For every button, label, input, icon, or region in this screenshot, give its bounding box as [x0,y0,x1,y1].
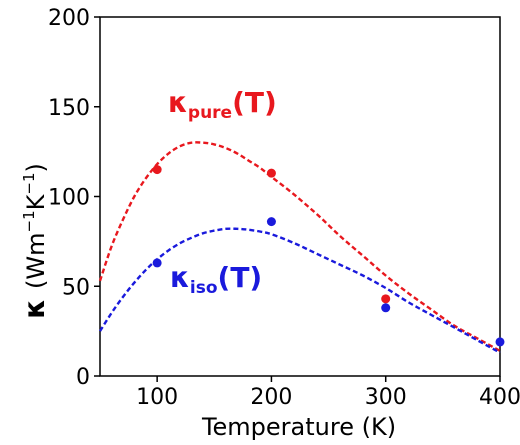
y-tick-label: 150 [48,96,90,121]
y-axis-units: (Wm [22,232,50,288]
axes: 100 200 300 400 0 50 100 150 200 [48,6,520,410]
data-point-iso [381,303,391,313]
y-axis-exp1: −1 [20,210,38,232]
x-axis-label: Temperature (K) [201,413,396,441]
data-point-pure [152,165,162,175]
y-tick-label: 0 [76,365,90,390]
y-tick-label: 200 [48,6,90,31]
data-point-pure [266,168,276,178]
x-tick-label: 400 [479,385,520,410]
y-axis-symbol: κ [18,299,51,319]
x-tick-label: 100 [136,385,178,410]
y-axis-close: ) [22,163,50,172]
plot-frame [99,16,501,377]
data-point-iso [266,217,276,227]
x-tick-label: 300 [365,385,407,410]
annotation-pure: κpure(T) [168,86,277,123]
data-points [152,165,505,347]
y-axis-label: κ(Wm−1K−1) [18,163,51,319]
y-tick-label: 100 [48,186,90,211]
x-tick-label: 200 [250,385,292,410]
y-tick-label: 50 [62,275,90,300]
annotation-iso: κiso(T) [170,261,262,298]
data-point-iso [495,337,505,347]
data-point-pure [381,294,391,304]
series-line-pure [98,141,501,352]
y-axis-mid: K [22,193,50,210]
data-point-iso [152,258,162,268]
y-axis-exp2: −1 [20,172,38,194]
annotations: κpure(T) κiso(T) [168,86,277,298]
curves [98,141,501,354]
series-line-iso [98,227,501,354]
